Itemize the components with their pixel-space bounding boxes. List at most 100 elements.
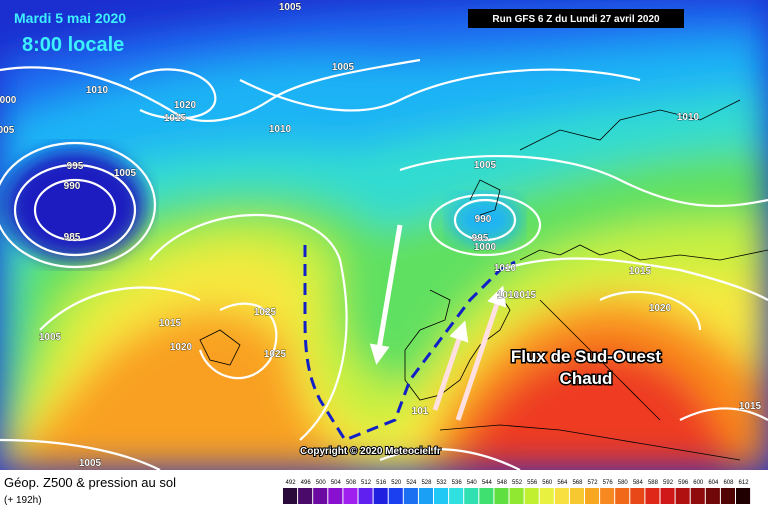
isobar-label: 1005 — [79, 458, 102, 469]
isobar-label: 101 — [412, 406, 429, 417]
scale-swatch — [479, 488, 494, 504]
scale-label: 492 — [286, 480, 297, 486]
scale-swatch — [373, 488, 388, 504]
annotation-line2: Chaud — [560, 369, 613, 388]
isobar-label: 1010 — [86, 85, 109, 96]
scale-swatch — [464, 488, 479, 504]
scale-swatch — [539, 488, 554, 504]
run-info: Run GFS 6 Z du Lundi 27 avril 2020 — [492, 14, 660, 25]
color-scale: 492 496 500 504 508 512 516 520 524 528 532 536 540 5… — [283, 480, 751, 504]
scale-label: 508 — [346, 480, 357, 486]
scale-label: 504 — [331, 480, 342, 486]
scale-label: 520 — [391, 480, 402, 486]
isobar-label: 1010 — [269, 124, 292, 135]
scale-label: 568 — [572, 480, 583, 486]
isobar-label: 1015 — [629, 266, 652, 277]
scale-swatch — [524, 488, 539, 504]
scale-swatch — [645, 488, 660, 504]
scale-swatch — [449, 488, 464, 504]
isobars — [0, 58, 768, 471]
scale-swatch — [328, 488, 343, 504]
scale-label: 576 — [603, 480, 614, 486]
scale-swatch — [313, 488, 328, 504]
scale-label: 580 — [618, 480, 629, 486]
isobar-label: 1020 — [170, 342, 193, 353]
scale-label: 604 — [708, 480, 719, 486]
scale-swatch — [720, 488, 735, 504]
copyright: Copyright © 2020 Meteociel.fr — [300, 446, 441, 457]
scale-label: 564 — [557, 480, 568, 486]
isobar-label: 1005 — [114, 168, 137, 179]
scale-label: 532 — [437, 480, 448, 486]
legend-subtitle: (+ 192h) — [4, 495, 42, 506]
isobar-label: 1025 — [264, 349, 287, 360]
flow-arrows — [369, 224, 507, 421]
scale-swatch — [298, 488, 313, 504]
isobar-label: 000 — [0, 95, 17, 106]
isobar-label: 005 — [0, 125, 15, 136]
scale-label: 560 — [542, 480, 553, 486]
isobar-label: 1015 — [159, 318, 182, 329]
isobar-label: 1010 — [497, 290, 520, 301]
scale-swatch — [569, 488, 584, 504]
scale-label: 596 — [678, 480, 689, 486]
scale-label: 544 — [482, 480, 493, 486]
isobar-label: 1005 — [39, 332, 62, 343]
run-box — [468, 9, 684, 28]
isobar-label: 1015 — [514, 290, 537, 301]
isobar-label: 995 — [472, 233, 489, 244]
scale-swatch — [418, 488, 433, 504]
isobar-label: 1025 — [254, 307, 277, 318]
scale-label: 536 — [452, 480, 463, 486]
isobar-label: 985 — [64, 232, 81, 243]
scale-label: 552 — [512, 480, 523, 486]
annotation-line1: Flux de Sud-Ouest — [511, 347, 662, 366]
isobar-label: 990 — [64, 181, 81, 192]
scale-label: 612 — [739, 480, 750, 486]
isobar-label: 1005 — [332, 62, 355, 73]
scale-label: 608 — [723, 480, 734, 486]
isobar-label: 1015 — [739, 401, 762, 412]
scale-swatch — [403, 488, 418, 504]
scale-label: 600 — [693, 480, 704, 486]
scale-label: 516 — [376, 480, 387, 486]
isobar-label: 1000 — [474, 242, 497, 253]
isobar-labels: 1005 1010 1020 1015 000 005 1010 1005 995 1005 990… — [0, 2, 762, 470]
isobar-label: 995 — [67, 161, 84, 172]
scale-label: 496 — [301, 480, 312, 486]
forecast-date: Mardi 5 mai 2020 — [14, 10, 126, 26]
scale-swatch — [509, 488, 524, 504]
scale-swatch — [690, 488, 705, 504]
scale-swatch — [705, 488, 720, 504]
isobar-label: 1010 — [494, 263, 517, 274]
scale-label: 540 — [467, 480, 478, 486]
scale-label: 588 — [648, 480, 659, 486]
scale-label: 512 — [361, 480, 372, 486]
scale-label: 556 — [527, 480, 538, 486]
scale-label: 548 — [497, 480, 508, 486]
isobar-label: 1010 — [677, 112, 700, 123]
isobar-label: 1020 — [649, 303, 672, 314]
scale-label: 584 — [633, 480, 644, 486]
scale-swatch — [600, 488, 615, 504]
trough-axis — [303, 245, 516, 442]
isobar-label: 1005 — [279, 2, 302, 13]
scale-label: 572 — [588, 480, 599, 486]
scale-swatch — [343, 488, 358, 504]
isobar-label: 1015 — [164, 113, 187, 124]
scale-swatch — [494, 488, 509, 504]
scale-swatch — [388, 488, 403, 504]
scale-swatch — [358, 488, 373, 504]
scale-swatch — [283, 488, 298, 504]
scale-label: 524 — [406, 480, 417, 486]
coastlines — [199, 99, 768, 461]
scale-swatch — [630, 488, 645, 504]
forecast-time: 8:00 locale — [22, 34, 124, 56]
scale-swatch — [615, 488, 630, 504]
isobar-label: 1020 — [174, 100, 197, 111]
scale-swatch — [675, 488, 690, 504]
scale-label: 528 — [421, 480, 432, 486]
scale-label: 592 — [663, 480, 674, 486]
